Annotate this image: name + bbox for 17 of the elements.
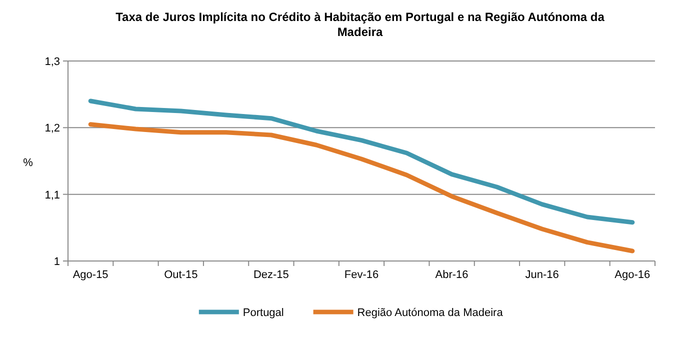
legend-label: Região Autónoma da Madeira [357, 307, 504, 319]
x-tick-label: Abr-16 [435, 269, 468, 281]
x-tick-label: Fev-16 [344, 269, 379, 281]
y-tick-label: 1,1 [44, 189, 60, 202]
line-series [88, 98, 635, 225]
legend-label: Portugal [242, 307, 284, 319]
y-tick-label: 1,2 [44, 122, 60, 135]
x-tick-label: Ago-16 [614, 269, 650, 281]
chart-title: Taxa de Juros Implícita no Crédito à Habitação em Portugal e na Região Autónoma da Madeira [116, 10, 605, 39]
x-tick-label: Out-15 [164, 269, 198, 281]
x-tick-label: Jun-16 [525, 269, 559, 281]
y-axis-title: % [23, 157, 34, 169]
line-series [88, 122, 635, 254]
x-tick-label: Ago-15 [72, 269, 108, 281]
x-tick-label: Dez-15 [253, 269, 289, 281]
y-tick-label: 1,3 [44, 56, 60, 68]
y-tick-label: 1 [54, 256, 60, 268]
